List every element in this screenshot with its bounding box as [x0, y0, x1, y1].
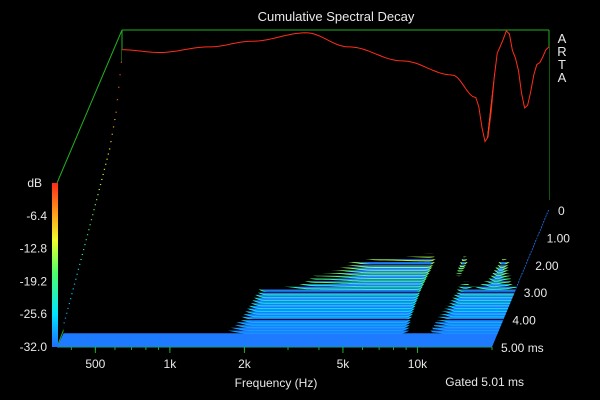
time-tick-label: 3.00 — [524, 286, 548, 300]
decay-trace — [122, 30, 550, 143]
chart-title: Cumulative Spectral Decay — [258, 9, 415, 24]
x-tick-label: 5k — [337, 357, 351, 371]
x-axis-title: Frequency (Hz) — [235, 376, 318, 390]
watermark-letter: A — [558, 70, 567, 85]
x-tick-label: 1k — [164, 357, 178, 371]
x-axis: 500 1k 2k 5k 10k — [70, 347, 493, 371]
x-tick-label: 500 — [85, 357, 105, 371]
time-tick-label: 0 — [558, 204, 565, 218]
watermark-letter: R — [557, 44, 566, 59]
y-tick-label: -19.2 — [20, 274, 48, 288]
watermark-letter: T — [558, 57, 566, 72]
decay-slice — [122, 30, 549, 211]
y-axis: -6.4 -12.8 -19.2 -25.6 -32.0 — [20, 209, 48, 354]
y-tick-label: -6.4 — [26, 209, 47, 223]
gate-label: Gated 5.01 ms — [445, 375, 524, 389]
time-axis: 0 1.00 2.00 3.00 4.00 5.00 ms — [501, 204, 570, 355]
y-tick-label: -12.8 — [20, 242, 48, 256]
waterfall-traces — [63, 30, 550, 334]
x-tick-label: 2k — [238, 357, 252, 371]
time-tick-label: 5.00 ms — [501, 341, 544, 355]
time-tick-label: 2.00 — [535, 259, 559, 273]
y-axis-label: dB — [27, 176, 42, 190]
time-lines — [70, 236, 538, 321]
color-bar — [52, 183, 58, 347]
time-tick-label: 4.00 — [512, 314, 536, 328]
frame-left-top — [56, 29, 123, 184]
time-tick-label: 1.00 — [547, 231, 571, 245]
x-tick-label: 10k — [408, 357, 428, 371]
y-tick-label: -32.0 — [20, 340, 48, 354]
y-tick-label: -25.6 — [20, 307, 48, 321]
watermark-letter: A — [558, 31, 567, 46]
